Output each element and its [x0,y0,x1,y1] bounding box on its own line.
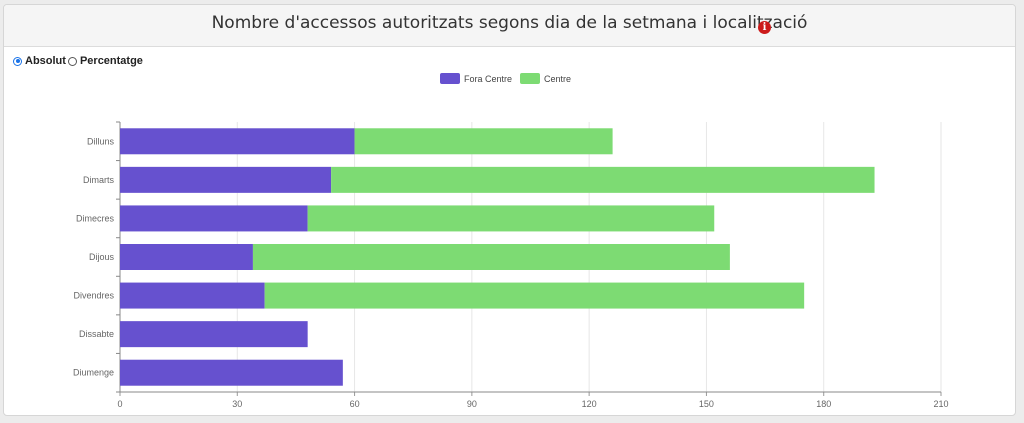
x-tick-label: 60 [350,399,360,409]
y-tick-label: Dissabte [79,329,114,339]
y-tick-label: Dijous [89,252,115,262]
x-tick-label: 90 [467,399,477,409]
mode-selector: Absolut Percentatge [13,55,145,67]
mode-label-percentatge: Percentatge [79,55,143,67]
legend-swatch-centre [520,73,541,84]
bar-fora-centre [120,166,332,193]
bar-fora-centre [120,321,308,348]
x-tick-label: 210 [933,399,948,409]
bar-centre [354,128,613,155]
legend-label-centre: Centre [544,73,572,84]
mode-option-percentatge[interactable]: Percentatge [67,55,143,67]
chart-legend: Fora Centre Centre [440,73,579,84]
x-tick-label: 180 [816,399,831,409]
x-tick-label: 150 [699,399,714,409]
bar-fora-centre [120,244,253,270]
y-tick-label: Diumenge [73,368,114,378]
bar-centre [252,244,730,270]
legend-item-centre[interactable]: Centre [520,73,571,84]
x-tick-label: 120 [582,399,597,409]
bar-fora-centre [120,128,355,155]
mode-option-absolut[interactable]: Absolut [13,55,66,67]
x-tick-label: 30 [232,399,242,409]
bar-centre [307,205,715,232]
y-tick-label: Dilluns [87,136,115,146]
legend-label-fora-centre: Fora Centre [464,73,513,84]
bar-fora-centre [120,359,343,386]
legend-item-fora-centre[interactable]: Fora Centre [440,73,512,84]
bar-centre [264,282,805,309]
chart-title: Nombre d'accessos autoritzats segons dia… [211,13,808,33]
x-tick-label: 0 [117,399,122,409]
bar-centre [331,166,875,193]
bar-fora-centre [120,282,265,309]
y-tick-label: Divendres [73,291,114,301]
radio-percentatge[interactable] [67,56,77,66]
info-icon[interactable]: i [758,21,771,34]
radio-absolut[interactable] [13,56,22,66]
mode-label-absolut: Absolut [25,55,66,67]
bar-fora-centre [120,205,308,232]
y-tick-label: Dimarts [83,175,114,185]
legend-swatch-fora-centre [440,73,460,84]
y-tick-label: Dimecres [76,213,115,223]
panel-header: Nombre d'accessos autoritzats segons dia… [4,5,1015,47]
